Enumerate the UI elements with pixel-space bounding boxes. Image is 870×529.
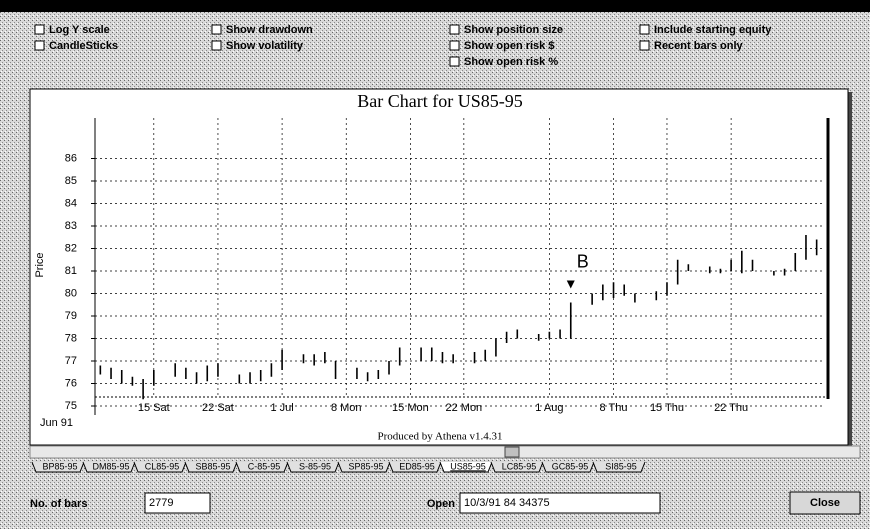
tab-label: DM85-95 bbox=[92, 461, 129, 471]
x-tick-label: 22 Sat bbox=[202, 402, 234, 414]
chart-title: Bar Chart for US85-95 bbox=[357, 91, 522, 111]
x-tick-label: 1 Jul bbox=[270, 402, 293, 414]
checkbox[interactable] bbox=[449, 56, 460, 67]
tab-label: BP85-95 bbox=[42, 461, 77, 471]
checkbox-label: CandleSticks bbox=[49, 40, 118, 52]
tab[interactable] bbox=[82, 461, 136, 473]
y-tick-label: 78 bbox=[65, 332, 77, 344]
x-start-label: Jun 91 bbox=[40, 417, 73, 429]
tab-label: SB85-95 bbox=[195, 461, 230, 471]
close-label: Close bbox=[810, 497, 840, 509]
checkbox[interactable] bbox=[449, 40, 460, 51]
tab-label: LC85-95 bbox=[502, 461, 537, 471]
open-value: 10/3/91 84 34375 bbox=[464, 497, 550, 509]
tab-label: SP85-95 bbox=[348, 461, 383, 471]
x-tick-label: 15 Mon bbox=[392, 402, 429, 414]
tab-label: SI85-95 bbox=[605, 461, 637, 471]
y-axis-label: Price bbox=[34, 252, 46, 277]
tab[interactable] bbox=[439, 461, 493, 473]
tab[interactable] bbox=[592, 461, 646, 473]
checkbox[interactable] bbox=[639, 40, 650, 51]
y-tick-label: 83 bbox=[65, 220, 77, 232]
bars-input[interactable] bbox=[144, 492, 211, 514]
tab-label: ED85-95 bbox=[399, 461, 435, 471]
checkbox-label: Include starting equity bbox=[654, 24, 772, 36]
checkbox-label: Show drawdown bbox=[226, 24, 313, 36]
y-tick-label: 80 bbox=[65, 287, 77, 299]
tab[interactable] bbox=[184, 461, 238, 473]
tab[interactable] bbox=[337, 461, 391, 473]
tab-label: CL85-95 bbox=[145, 461, 180, 471]
y-tick-label: 77 bbox=[65, 355, 77, 367]
checkbox[interactable] bbox=[449, 24, 460, 35]
tab[interactable] bbox=[490, 461, 544, 473]
bars-label: No. of bars bbox=[30, 498, 87, 510]
x-tick-label: 15 Thu bbox=[650, 402, 684, 414]
tab[interactable] bbox=[541, 461, 595, 473]
checkbox-label: Show open risk % bbox=[464, 56, 558, 68]
annotation: B bbox=[577, 251, 589, 271]
tab-label: GC85-95 bbox=[552, 461, 589, 471]
checkbox-label: Show volatility bbox=[226, 40, 304, 52]
y-tick-label: 75 bbox=[65, 400, 77, 412]
x-tick-label: 15 Sat bbox=[138, 402, 170, 414]
checkbox[interactable] bbox=[639, 24, 650, 35]
checkbox-label: Show open risk $ bbox=[464, 40, 554, 52]
checkbox[interactable] bbox=[211, 40, 222, 51]
y-tick-label: 79 bbox=[65, 310, 77, 322]
open-input[interactable] bbox=[459, 492, 661, 514]
y-tick-label: 82 bbox=[65, 242, 77, 254]
scroll-thumb[interactable] bbox=[504, 446, 520, 458]
tab[interactable] bbox=[133, 461, 187, 473]
scrollbar[interactable] bbox=[29, 445, 861, 459]
y-tick-label: 81 bbox=[65, 265, 77, 277]
x-tick-label: 8 Thu bbox=[600, 402, 628, 414]
tab[interactable] bbox=[286, 461, 340, 473]
checkbox[interactable] bbox=[34, 40, 45, 51]
chart-frame bbox=[29, 88, 849, 446]
tab[interactable] bbox=[31, 461, 85, 473]
x-tick-label: 8 Mon bbox=[331, 402, 362, 414]
bars-value: 2779 bbox=[149, 497, 173, 509]
title-bar bbox=[0, 0, 870, 12]
x-tick-label: 22 Thu bbox=[714, 402, 748, 414]
y-tick-label: 85 bbox=[65, 175, 77, 187]
checkbox[interactable] bbox=[34, 24, 45, 35]
tab[interactable] bbox=[388, 461, 442, 473]
open-label: Open bbox=[427, 498, 455, 510]
checkbox-label: Log Y scale bbox=[49, 24, 110, 36]
y-tick-label: 76 bbox=[65, 377, 77, 389]
y-tick-label: 86 bbox=[65, 152, 77, 164]
tab[interactable] bbox=[235, 461, 289, 473]
x-tick-label: 22 Mon bbox=[445, 402, 482, 414]
y-tick-label: 84 bbox=[65, 197, 77, 209]
x-tick-label: 1 Aug bbox=[535, 402, 563, 414]
checkbox[interactable] bbox=[211, 24, 222, 35]
footer: Produced by Athena v1.4.31 bbox=[378, 431, 503, 443]
checkbox-label: Show position size bbox=[464, 24, 563, 36]
tab-label: S-85-95 bbox=[299, 461, 331, 471]
tab-label: US85-95 bbox=[450, 461, 486, 471]
close-button[interactable] bbox=[789, 491, 861, 515]
tab-label: C-85-95 bbox=[248, 461, 281, 471]
annotation-arrow bbox=[566, 280, 575, 289]
checkbox-label: Recent bars only bbox=[654, 40, 744, 52]
